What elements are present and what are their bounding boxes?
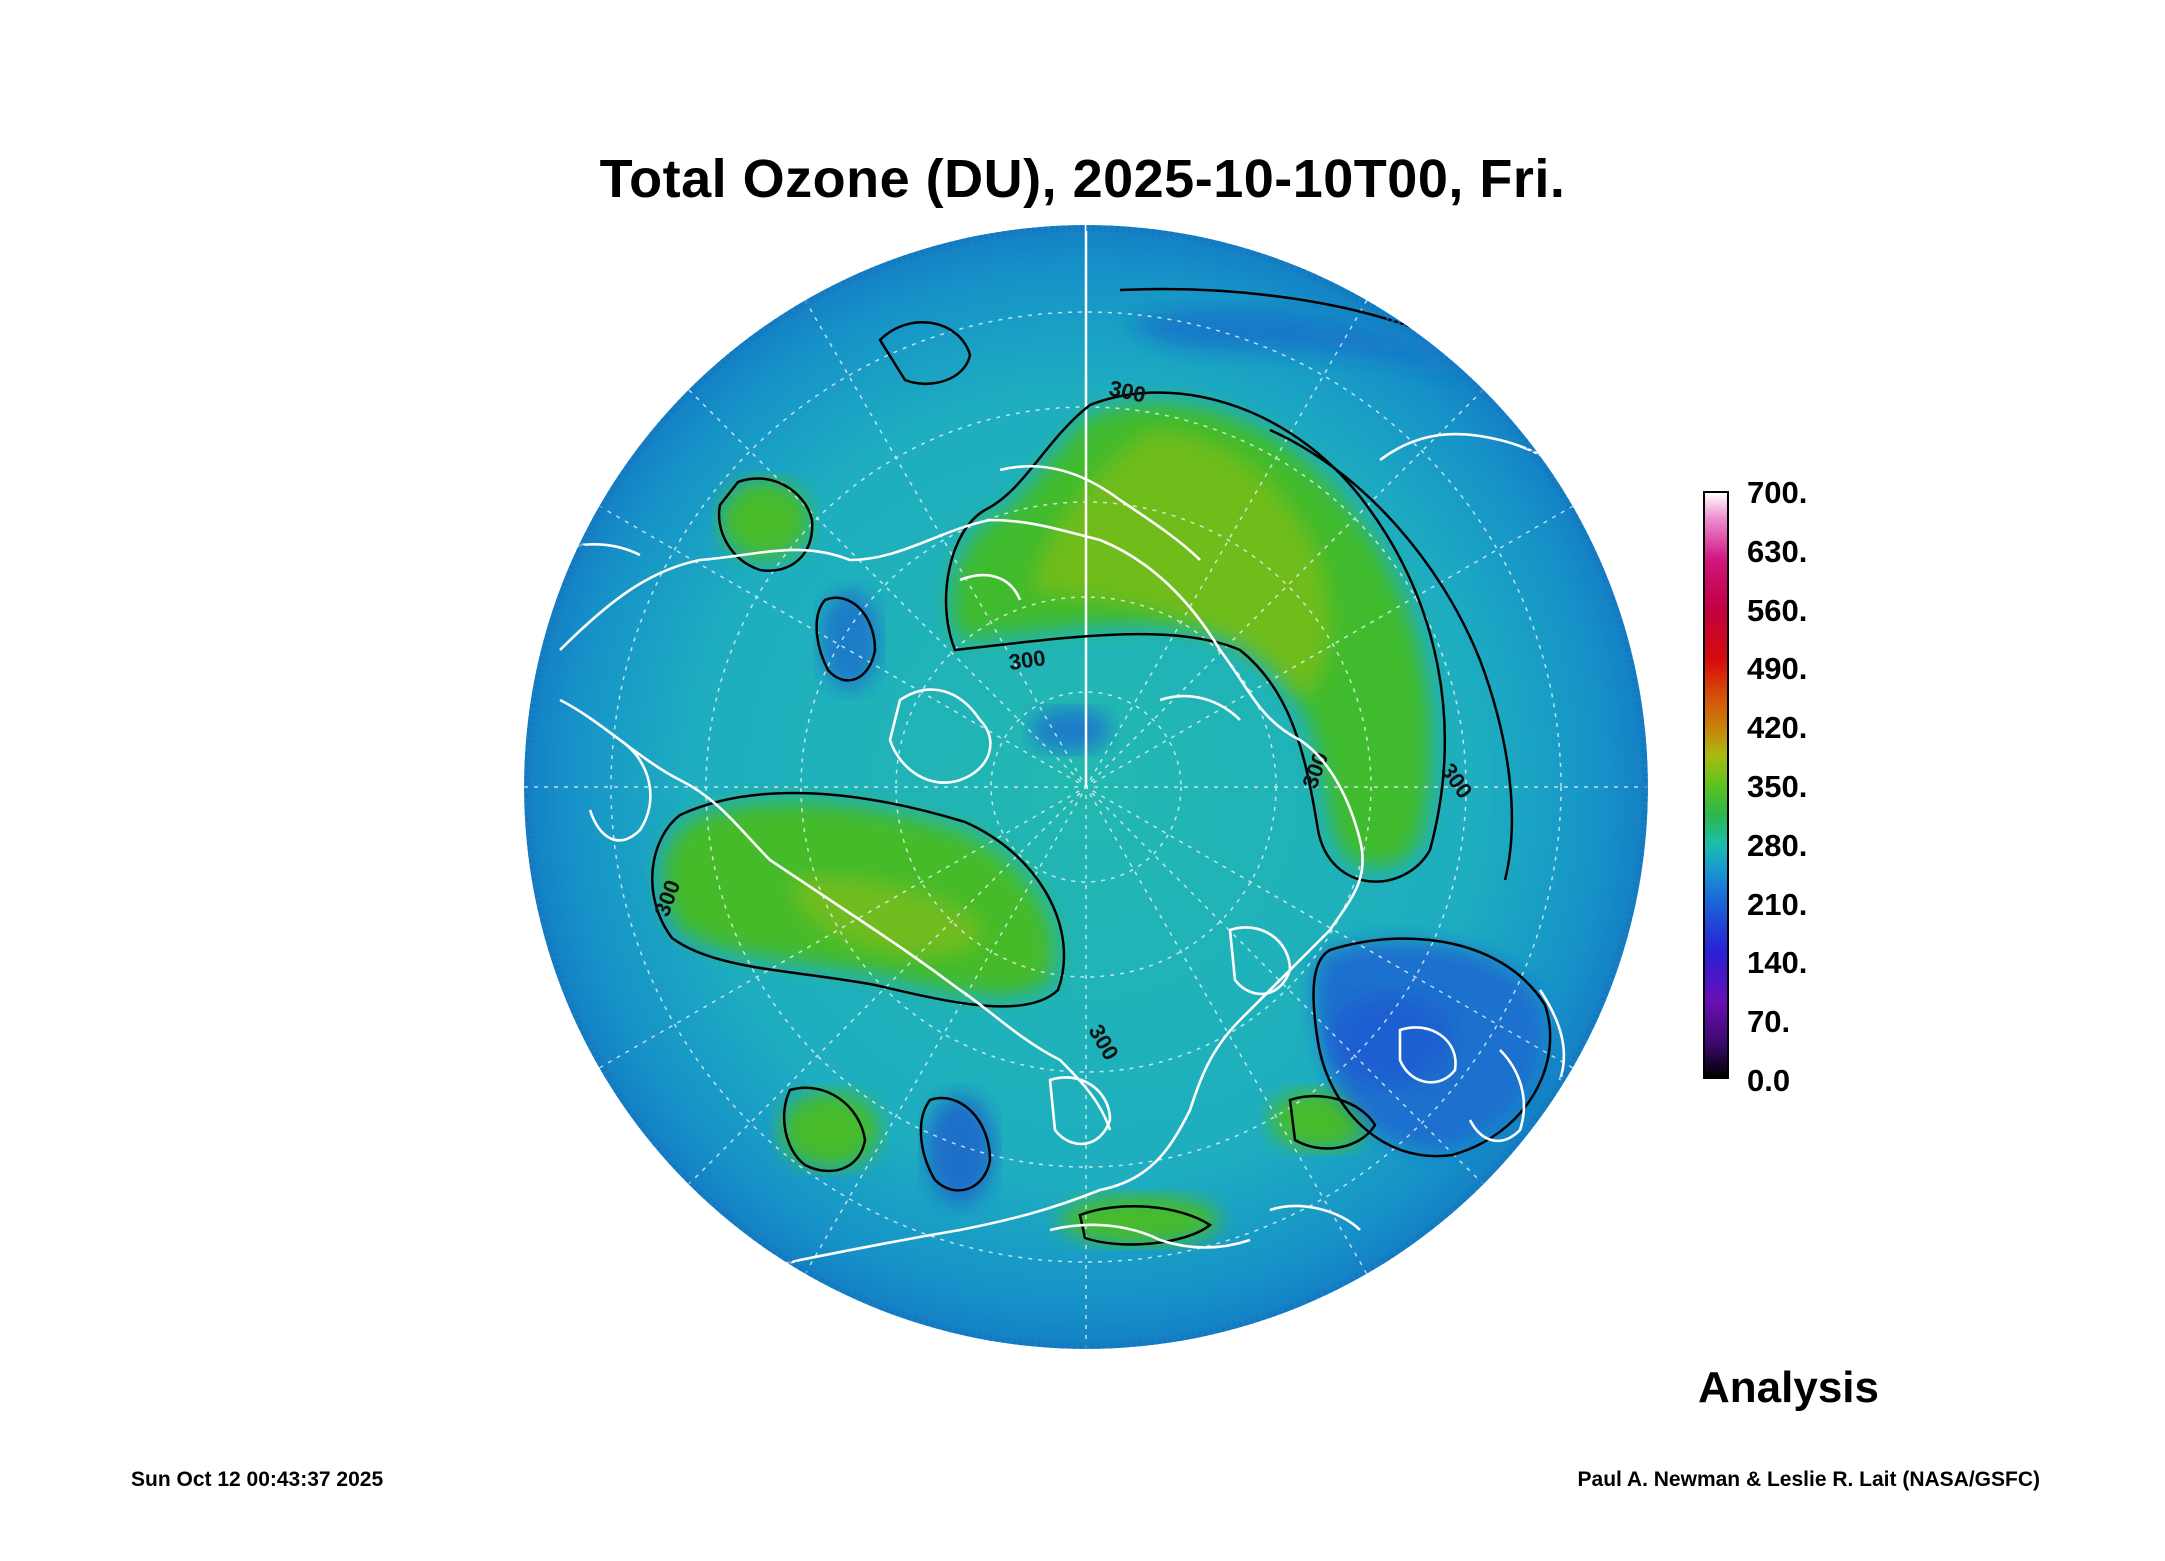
colorbar-tick-label: 560. xyxy=(1747,592,1808,628)
colorbar-tick-label: 0.0 xyxy=(1747,1063,1791,1098)
colorbar-tick-label: 70. xyxy=(1747,1004,1791,1040)
colorbar-tick-label: 700. xyxy=(1747,475,1808,510)
low-ozone-patch xyxy=(1030,708,1110,752)
colorbar-tick-label: 420. xyxy=(1747,710,1808,746)
peak-ozone-region-asia xyxy=(1030,430,1331,700)
contour-300 xyxy=(651,258,1612,1246)
low-ozone-patch xyxy=(925,1095,995,1205)
low-ozone-band-pacific xyxy=(1130,308,1470,380)
high-ozone-patch xyxy=(780,1092,880,1168)
high-ozone-patch xyxy=(1060,1195,1220,1245)
timestamp: Sun Oct 12 00:43:37 2025 xyxy=(131,1468,384,1491)
colorbar xyxy=(1703,491,1729,1079)
peak-ozone-region-america xyxy=(790,877,982,957)
contour-label: 300 xyxy=(1007,645,1047,675)
ozone-field: 300 300 300 300 300 300 xyxy=(524,225,1648,1349)
colorbar-tick-label: 210. xyxy=(1747,886,1808,922)
map-title: Total Ozone (DU), 2025-10-10T00, Fri. xyxy=(599,149,1566,209)
colorbar-tick-label: 140. xyxy=(1747,945,1808,981)
low-ozone-patch xyxy=(820,590,880,690)
high-ozone-patch xyxy=(720,480,810,560)
analysis-label: Analysis xyxy=(1698,1363,1879,1412)
low-ozone-core xyxy=(1330,995,1450,1085)
colorbar-tick-label: 280. xyxy=(1747,827,1808,863)
credit: Paul A. Newman & Leslie R. Lait (NASA/GS… xyxy=(1577,1468,2040,1491)
colorbar-tick-label: 630. xyxy=(1747,533,1808,569)
colorbar-tick-label: 350. xyxy=(1747,769,1808,804)
disc-edge-stipple xyxy=(524,225,1648,1349)
colorbar-tick-label: 490. xyxy=(1747,651,1808,687)
